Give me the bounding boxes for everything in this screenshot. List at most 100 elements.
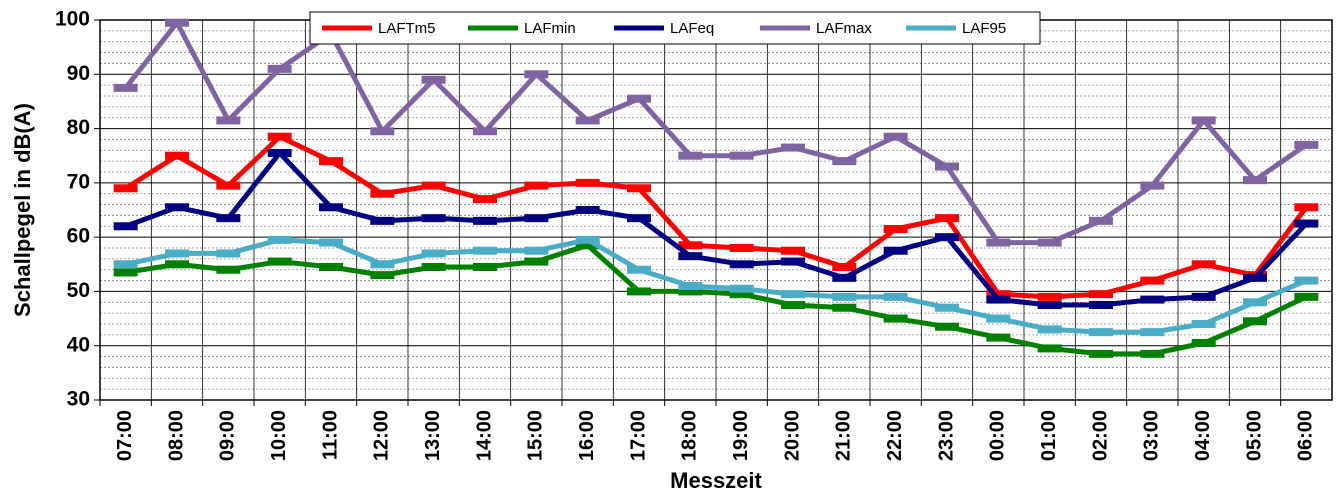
x-tick-label: 23:00 [935,410,957,461]
point-marker [165,249,189,258]
point-marker [421,249,446,258]
point-marker [627,214,651,223]
point-marker [113,184,138,193]
point-marker [524,246,549,255]
point-marker [1037,301,1062,309]
point-marker [524,181,549,190]
x-tick-label: 21:00 [833,410,855,461]
point-marker [678,252,703,261]
point-marker [935,214,959,223]
point-marker [267,132,292,141]
x-tick-label: 08:00 [165,410,187,461]
legend-label: LAFTm5 [378,20,436,37]
point-marker [113,83,138,92]
point-marker [165,203,189,212]
y-axis-title: Schallpegel in dB(A) [10,103,35,317]
point-marker [781,301,805,309]
point-marker [781,257,805,266]
point-marker [935,233,959,242]
point-marker [524,214,549,223]
point-marker [421,263,446,271]
point-marker [729,151,754,160]
x-tick-label: 00:00 [987,410,1009,461]
point-marker [1191,320,1216,328]
point-marker [421,75,446,84]
legend-label: LAF95 [962,20,1006,37]
point-marker [627,184,651,193]
point-marker [473,195,497,204]
point-marker [729,290,754,299]
point-marker [1243,273,1267,282]
point-marker [935,303,959,312]
point-marker [883,292,908,301]
point-marker [267,257,292,266]
point-marker [986,295,1011,304]
x-tick-label: 20:00 [781,410,803,461]
point-marker [575,241,600,250]
point-marker [832,157,857,166]
point-marker [935,322,959,331]
point-marker [473,246,497,255]
point-marker [832,263,857,271]
point-marker [473,127,497,136]
y-tick-label: 70 [67,170,90,193]
point-marker [1294,219,1319,228]
point-marker [1037,292,1062,301]
point-marker [1089,328,1113,337]
point-marker [1037,344,1062,353]
point-marker [1140,295,1165,304]
legend-label: LAFeq [670,20,714,37]
y-tick-label: 60 [67,225,90,248]
point-marker [113,260,138,269]
x-tick-label: 22:00 [884,410,906,461]
x-tick-label: 10:00 [268,410,290,461]
point-marker [575,178,600,187]
y-tick-label: 40 [67,333,90,356]
point-marker [1037,325,1062,334]
point-marker [370,127,395,136]
point-marker [1140,181,1165,190]
x-tick-label: 03:00 [1141,410,1163,461]
point-marker [421,181,446,190]
point-marker [1294,292,1319,301]
point-marker [421,214,446,223]
point-marker [627,94,651,103]
x-tick-label: 02:00 [1089,410,1111,461]
legend-label: LAFmin [524,20,576,37]
x-tick-label: 06:00 [1295,410,1317,461]
legend-label: LAFmax [816,20,872,37]
point-marker [883,314,908,323]
point-marker [1243,298,1267,307]
point-marker [165,18,189,27]
point-marker [986,314,1011,323]
point-marker [1037,238,1062,247]
y-tick-label: 30 [67,388,90,411]
point-marker [473,263,497,271]
point-marker [267,235,292,244]
point-marker [1089,349,1113,358]
x-tick-label: 04:00 [1192,410,1214,461]
x-tick-label: 15:00 [525,410,547,461]
point-marker [729,260,754,269]
legend: LAFTm5 LAFmin LAFeq LAFmax LAF95 [309,11,1041,45]
x-tick-label: 17:00 [627,410,649,461]
y-tick-label: 100 [55,8,90,31]
point-marker [113,268,138,277]
point-marker [370,271,395,280]
point-marker [1243,176,1267,185]
point-marker [678,151,703,160]
point-marker [627,287,651,296]
point-marker [1191,339,1216,347]
point-marker [1191,260,1216,269]
point-marker [678,241,703,250]
x-axis-title: Messzeit [670,468,762,492]
point-marker [319,238,343,247]
point-marker [832,292,857,301]
point-marker [370,260,395,269]
y-tick-label: 80 [67,116,90,139]
point-marker [781,290,805,299]
point-marker [678,287,703,296]
point-marker [832,303,857,312]
point-marker [986,238,1011,247]
point-marker [575,116,600,125]
